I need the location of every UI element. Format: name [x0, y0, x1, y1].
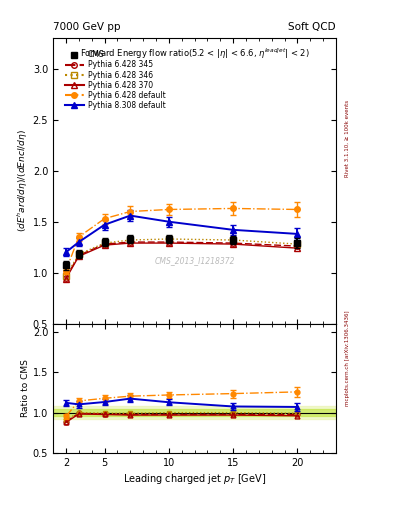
- Pythia 6.428 345: [102, 241, 107, 247]
- Y-axis label: Ratio to CMS: Ratio to CMS: [21, 359, 30, 417]
- Legend: CMS, Pythia 6.428 345, Pythia 6.428 346, Pythia 6.428 370, Pythia 6.428 default,: CMS, Pythia 6.428 345, Pythia 6.428 346,…: [62, 48, 168, 112]
- Pythia 6.428 370: [167, 240, 171, 246]
- Pythia 6.428 345: [295, 243, 300, 249]
- Pythia 6.428 370: [295, 245, 300, 251]
- Pythia 6.428 345: [64, 274, 68, 281]
- Pythia 6.428 345: [231, 240, 235, 246]
- Pythia 6.428 346: [128, 237, 132, 243]
- Pythia 6.428 345: [76, 252, 81, 259]
- Text: Rivet 3.1.10, ≥ 100k events: Rivet 3.1.10, ≥ 100k events: [345, 100, 350, 177]
- Pythia 6.428 370: [76, 253, 81, 260]
- Pythia 6.428 346: [102, 240, 107, 246]
- Text: 7000 GeV pp: 7000 GeV pp: [53, 22, 121, 32]
- Text: mcplots.cern.ch [arXiv:1306.3436]: mcplots.cern.ch [arXiv:1306.3436]: [345, 311, 350, 406]
- Line: Pythia 6.428 346: Pythia 6.428 346: [63, 236, 300, 279]
- Pythia 6.428 346: [295, 241, 300, 247]
- Line: Pythia 6.428 370: Pythia 6.428 370: [63, 240, 300, 282]
- Bar: [53, 406, 336, 419]
- Text: CMS_2013_I1218372: CMS_2013_I1218372: [154, 257, 235, 265]
- X-axis label: Leading charged jet $p_{T}$ [GeV]: Leading charged jet $p_{T}$ [GeV]: [123, 472, 266, 486]
- Pythia 6.428 346: [167, 236, 171, 242]
- Pythia 6.428 346: [76, 251, 81, 258]
- Pythia 6.428 370: [128, 240, 132, 246]
- Pythia 6.428 346: [231, 237, 235, 243]
- Text: Soft QCD: Soft QCD: [288, 22, 336, 32]
- Pythia 6.428 370: [64, 275, 68, 282]
- Pythia 6.428 346: [64, 272, 68, 279]
- Pythia 6.428 370: [102, 242, 107, 248]
- Y-axis label: $(dE^{h}ard / d\eta) / (d Encl / d\eta)$: $(dE^{h}ard / d\eta) / (d Encl / d\eta)$: [15, 130, 30, 232]
- Bar: [53, 410, 336, 416]
- Pythia 6.428 370: [231, 241, 235, 247]
- Pythia 6.428 345: [167, 239, 171, 245]
- Pythia 6.428 345: [128, 239, 132, 245]
- Text: Forward Energy flow ratio(5.2 < |$\eta$| < 6.6, $\eta^{leadjet}$| < 2): Forward Energy flow ratio(5.2 < |$\eta$|…: [80, 47, 309, 61]
- Line: Pythia 6.428 345: Pythia 6.428 345: [63, 239, 300, 281]
